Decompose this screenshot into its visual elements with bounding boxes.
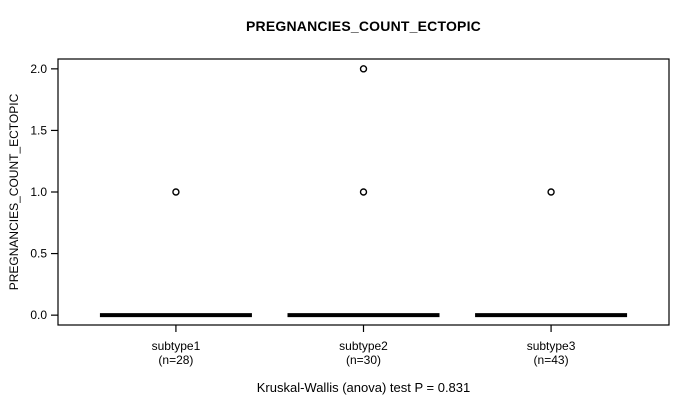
outlier-point <box>359 65 368 73</box>
y-tick-label: 2.0 <box>30 62 47 76</box>
outlier-point <box>547 188 555 196</box>
y-tick-label: 1.5 <box>30 123 47 137</box>
outlier-point <box>172 188 180 196</box>
y-tick-label: 0.0 <box>30 308 47 322</box>
x-group-label-subtype2: subtype2 (n=30) <box>294 339 434 367</box>
group-name: subtype2 <box>339 339 388 353</box>
outlier-point <box>359 188 368 196</box>
group-n: (n=43) <box>533 353 569 367</box>
group-name: subtype1 <box>151 339 201 353</box>
x-group-label-subtype1: subtype1 (n=28) <box>106 339 246 367</box>
y-tick-label: 1.0 <box>30 185 47 199</box>
group-n: (n=28) <box>158 353 194 367</box>
group-name: subtype3 <box>526 339 576 353</box>
stat-test-caption: Kruskal-Wallis (anova) test P = 0.831 <box>256 380 471 395</box>
group-n: (n=30) <box>345 353 382 367</box>
y-tick-label: 0.5 <box>30 247 47 261</box>
chart-title: PREGNANCIES_COUNT_ECTOPIC <box>245 18 481 34</box>
x-group-label-subtype3: subtype3 (n=43) <box>481 339 621 367</box>
